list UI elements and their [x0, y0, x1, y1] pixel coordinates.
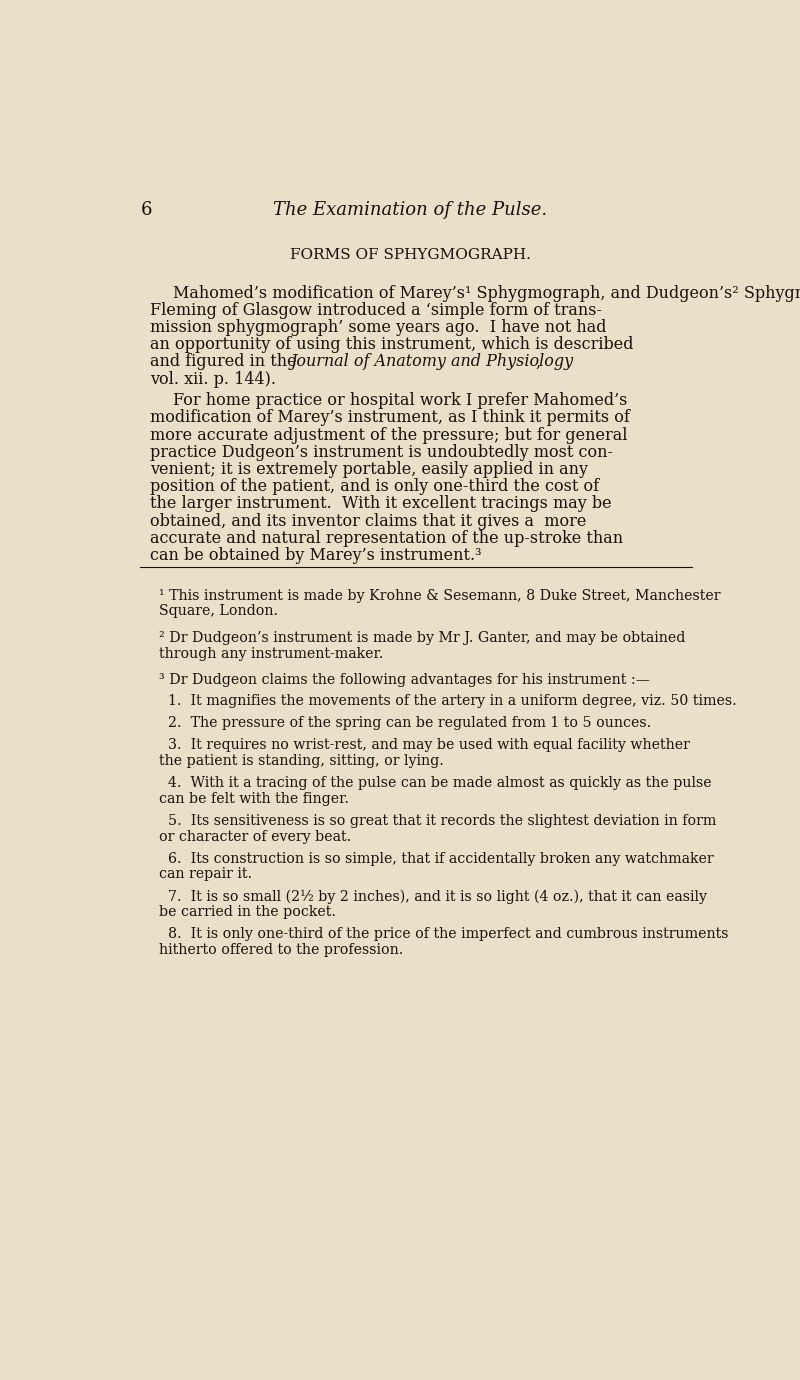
Text: can be obtained by Marey’s instrument.³: can be obtained by Marey’s instrument.³	[150, 546, 482, 564]
Text: or character of every beat.: or character of every beat.	[159, 829, 351, 843]
Text: 5.  Its sensitiveness is so great that it records the slightest deviation in for: 5. Its sensitiveness is so great that it…	[168, 814, 717, 828]
Text: and figured in the: and figured in the	[150, 353, 302, 370]
Text: practice Dudgeon’s instrument is undoubtedly most con-: practice Dudgeon’s instrument is undoubt…	[150, 444, 613, 461]
Text: the patient is standing, sitting, or lying.: the patient is standing, sitting, or lyi…	[159, 753, 444, 767]
Text: For home practice or hospital work I prefer Mahomed’s: For home practice or hospital work I pre…	[173, 392, 627, 408]
Text: 6.  Its construction is so simple, that if accidentally broken any watchmaker: 6. Its construction is so simple, that i…	[168, 851, 714, 865]
Text: 6: 6	[140, 200, 152, 218]
Text: hitherto offered to the profession.: hitherto offered to the profession.	[159, 943, 403, 956]
Text: Journal of Anatomy and Physiology: Journal of Anatomy and Physiology	[290, 353, 574, 370]
Text: more accurate adjustment of the pressure; but for general: more accurate adjustment of the pressure…	[150, 426, 627, 443]
Text: ¹ This instrument is made by Krohne & Sesemann, 8 Duke Street, Manchester: ¹ This instrument is made by Krohne & Se…	[159, 589, 720, 603]
Text: an opportunity of using this instrument, which is described: an opportunity of using this instrument,…	[150, 337, 633, 353]
Text: 3.  It requires no wrist-rest, and may be used with equal facility whether: 3. It requires no wrist-rest, and may be…	[168, 738, 690, 752]
Text: 4.  With it a tracing of the pulse can be made almost as quickly as the pulse: 4. With it a tracing of the pulse can be…	[168, 776, 712, 789]
Text: the larger instrument.  With it excellent tracings may be: the larger instrument. With it excellent…	[150, 495, 611, 512]
Text: Fleming of Glasgow introduced a ‘simple form of trans-: Fleming of Glasgow introduced a ‘simple …	[150, 302, 602, 319]
Text: Mahomed’s modification of Marey’s¹ Sphygmograph, and Dudgeon’s² Sphygmograph, ar: Mahomed’s modification of Marey’s¹ Sphyg…	[173, 284, 800, 302]
Text: FORMS OF SPHYGMOGRAPH.: FORMS OF SPHYGMOGRAPH.	[290, 248, 530, 262]
Text: can repair it.: can repair it.	[159, 868, 252, 882]
Text: 1.  It magnifies the movements of the artery in a uniform degree, viz. 50 times.: 1. It magnifies the movements of the art…	[168, 694, 737, 708]
Text: position of the patient, and is only one-third the cost of: position of the patient, and is only one…	[150, 479, 598, 495]
Text: venient; it is extremely portable, easily applied in any: venient; it is extremely portable, easil…	[150, 461, 587, 477]
Text: ² Dr Dudgeon’s instrument is made by Mr J. Ganter, and may be obtained: ² Dr Dudgeon’s instrument is made by Mr …	[159, 631, 686, 644]
Text: through any instrument-maker.: through any instrument-maker.	[159, 647, 383, 661]
Text: can be felt with the finger.: can be felt with the finger.	[159, 792, 349, 806]
Text: mission sphygmograph’ some years ago.  I have not had: mission sphygmograph’ some years ago. I …	[150, 319, 606, 337]
Text: modification of Marey’s instrument, as I think it permits of: modification of Marey’s instrument, as I…	[150, 410, 630, 426]
Text: ,: ,	[536, 353, 541, 370]
Text: 2.  The pressure of the spring can be regulated from 1 to 5 ounces.: 2. The pressure of the spring can be reg…	[168, 716, 651, 730]
Text: vol. xii. p. 144).: vol. xii. p. 144).	[150, 371, 275, 388]
Text: Square, London.: Square, London.	[159, 604, 278, 618]
Text: accurate and natural representation of the up-stroke than: accurate and natural representation of t…	[150, 530, 622, 546]
Text: obtained, and its inventor claims that it gives a  more: obtained, and its inventor claims that i…	[150, 512, 586, 530]
Text: ³ Dr Dudgeon claims the following advantages for his instrument :—: ³ Dr Dudgeon claims the following advant…	[159, 673, 650, 687]
Text: 7.  It is so small (2½ by 2 inches), and it is so light (4 oz.), that it can eas: 7. It is so small (2½ by 2 inches), and …	[168, 890, 707, 904]
Text: 8.  It is only one-third of the price of the imperfect and cumbrous instruments: 8. It is only one-third of the price of …	[168, 927, 729, 941]
Text: The Examination of the Pulse.: The Examination of the Pulse.	[273, 200, 547, 218]
Text: be carried in the pocket.: be carried in the pocket.	[159, 905, 336, 919]
